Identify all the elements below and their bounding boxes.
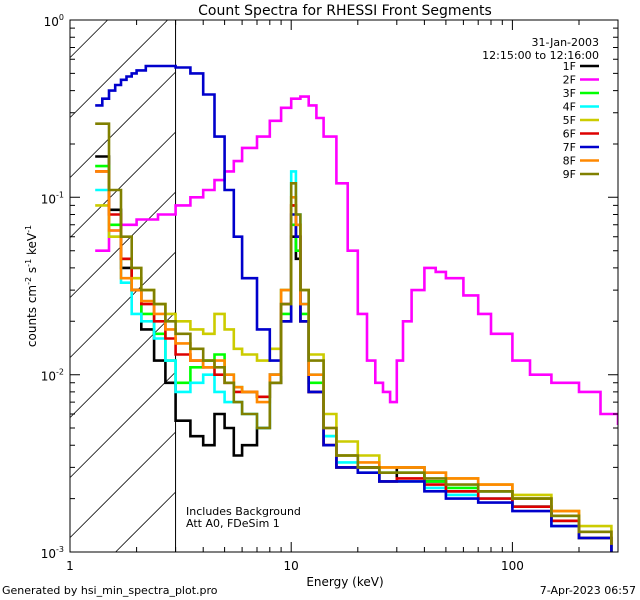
legend-label: 3F bbox=[563, 87, 576, 100]
x-tick-label: 1 bbox=[66, 559, 74, 573]
legend-label: 6F bbox=[563, 128, 576, 141]
series-line-8f bbox=[95, 170, 613, 545]
legend-label: 1F bbox=[563, 60, 576, 73]
series-line-7f bbox=[95, 64, 613, 552]
y-axis-label: counts cm-2 s-1 keV-1 bbox=[24, 225, 39, 347]
annotation-attenuator: Att A0, FDeSim 1 bbox=[186, 517, 280, 530]
y-tick-labels: 100 10-1 10-2 10-3 bbox=[41, 13, 64, 561]
series-layer bbox=[95, 64, 618, 552]
y-tick-label: 10-3 bbox=[41, 545, 64, 561]
legend-label: 4F bbox=[563, 101, 576, 114]
x-tick-labels: 1 10 100 bbox=[66, 559, 524, 573]
hatch-lines bbox=[69, 19, 176, 553]
chart-title: Count Spectra for RHESSI Front Segments bbox=[198, 3, 492, 19]
y-tick-label: 10-2 bbox=[41, 368, 64, 384]
series-line-1f bbox=[95, 155, 613, 552]
axes bbox=[69, 19, 619, 553]
legend-label: 7F bbox=[563, 141, 576, 154]
axis-ticks bbox=[69, 19, 619, 553]
annotation-background: Includes Background bbox=[186, 505, 301, 518]
hatched-attenuator-region bbox=[69, 19, 177, 553]
observation-date: 31-Jan-2003 bbox=[532, 36, 600, 49]
y-tick-label: 100 bbox=[44, 13, 64, 29]
legend-label: 9F bbox=[563, 168, 576, 181]
plot-frame bbox=[69, 19, 619, 553]
footer-generated-by: Generated by hsi_min_spectra_plot.pro bbox=[2, 584, 218, 597]
y-tick-label: 10-1 bbox=[41, 190, 64, 206]
x-tick-label: 10 bbox=[284, 559, 299, 573]
x-tick-label: 100 bbox=[501, 559, 524, 573]
series-line-2f bbox=[95, 95, 618, 425]
x-axis-label: Energy (keV) bbox=[306, 575, 383, 589]
legend-label: 2F bbox=[563, 74, 576, 87]
legend-label: 5F bbox=[563, 114, 576, 127]
footer-timestamp: 7-Apr-2023 06:57 bbox=[540, 584, 636, 597]
legend-label: 8F bbox=[563, 155, 576, 168]
observation-time-range: 12:15:00 to 12:16:00 bbox=[482, 49, 599, 62]
series-line-9f bbox=[95, 122, 613, 545]
